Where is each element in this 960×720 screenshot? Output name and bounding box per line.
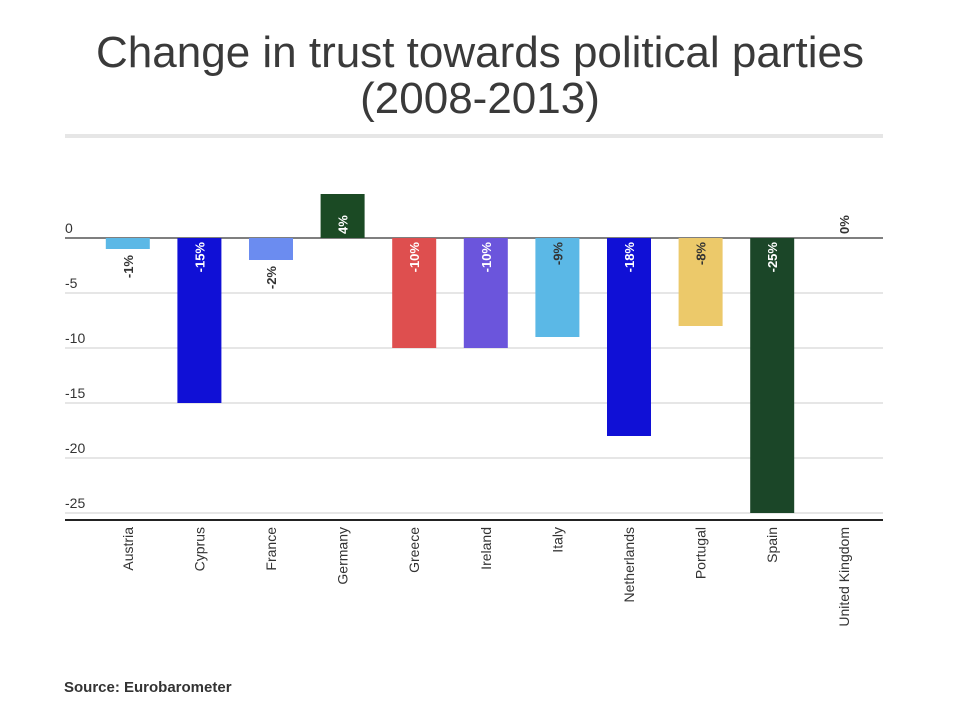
- chart-title: Change in trust towards political partie…: [0, 30, 960, 122]
- x-tick-label-portugal: Portugal: [693, 527, 709, 579]
- source-note: Source: Eurobarometer: [64, 679, 232, 696]
- y-tick-label-6: -25: [65, 495, 85, 511]
- bar-austria: [105, 238, 150, 249]
- x-tick-label-austria: Austria: [120, 527, 136, 571]
- x-tick-label-italy: Italy: [549, 527, 565, 553]
- bar-greece: [392, 238, 437, 348]
- x-tick-label-germany: Germany: [335, 527, 351, 585]
- bar-france: [249, 238, 293, 260]
- bar-germany: [320, 194, 365, 238]
- chart-title-line-1: Change in trust towards political partie…: [96, 28, 864, 77]
- y-tick-label-1: 0: [65, 220, 73, 236]
- data-label-united-kingdom: 0%: [837, 215, 852, 234]
- y-tick-label-5: -20: [65, 440, 85, 456]
- data-label-portugal: -8%: [694, 242, 709, 266]
- x-tick-label-united-kingdom: United Kingdom: [836, 527, 852, 627]
- x-tick-label-ireland: Ireland: [478, 527, 494, 570]
- data-label-austria: -1%: [121, 255, 136, 279]
- data-label-france: -2%: [264, 266, 279, 290]
- data-label-netherlands: -18%: [622, 242, 637, 273]
- x-tick-label-spain: Spain: [764, 527, 780, 563]
- x-tick-label-netherlands: Netherlands: [621, 527, 637, 603]
- bar-italy: [535, 238, 580, 337]
- y-tick-label-3: -10: [65, 330, 85, 346]
- data-label-germany: 4%: [336, 215, 351, 234]
- title-divider: [65, 134, 883, 138]
- x-tick-label-france: France: [263, 527, 279, 571]
- chart-title-line-2: (2008-2013): [360, 74, 600, 123]
- bar-spain: [750, 238, 795, 513]
- x-tick-label-cyprus: Cyprus: [191, 527, 207, 571]
- bar-netherlands: [607, 238, 651, 436]
- data-label-ireland: -10%: [479, 242, 494, 273]
- data-label-italy: -9%: [550, 242, 565, 266]
- data-label-spain: -25%: [765, 242, 780, 273]
- x-tick-label-greece: Greece: [406, 527, 422, 573]
- bar-portugal: [678, 238, 723, 326]
- data-label-cyprus: -15%: [192, 242, 207, 273]
- y-tick-label-4: -15: [65, 385, 85, 401]
- data-label-greece: -10%: [407, 242, 422, 273]
- y-tick-label-2: -5: [65, 275, 78, 291]
- bar-cyprus: [177, 238, 222, 403]
- bar-ireland: [463, 238, 508, 348]
